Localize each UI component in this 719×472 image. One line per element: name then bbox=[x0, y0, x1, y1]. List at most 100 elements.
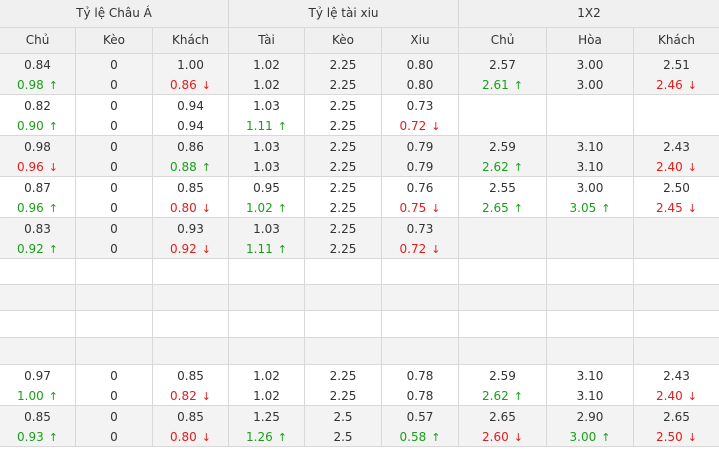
current-odds: 3.05 bbox=[547, 198, 633, 218]
opening-odds: 1.02 bbox=[253, 369, 280, 383]
odds-cell-asian-handicap bbox=[76, 338, 153, 365]
odds-cell-asian-away: 0.93 0.92 bbox=[153, 218, 229, 259]
current-odds: 2.25 bbox=[305, 116, 381, 136]
odds-cell-asian-home bbox=[0, 285, 76, 311]
odds-cell-ou-over bbox=[229, 311, 305, 338]
opening-odds: 1.03 bbox=[253, 99, 280, 113]
odds-cell-1x2-away bbox=[634, 259, 719, 285]
current-odds: 2.62 bbox=[459, 157, 546, 177]
arrow-down-icon bbox=[202, 76, 211, 96]
odds-cell-asian-away: 1.00 0.86 bbox=[153, 54, 229, 95]
arrow-down-icon bbox=[688, 428, 697, 448]
column-header-ou-under: Xiu bbox=[382, 28, 459, 54]
current-odds-value: 0 bbox=[110, 389, 118, 403]
odds-cell-1x2-away bbox=[634, 285, 719, 311]
column-header-1x2-home: Chủ bbox=[459, 28, 547, 54]
current-odds-value: 0.79 bbox=[406, 160, 434, 174]
odds-cell-1x2-away: 2.43 2.40 bbox=[634, 365, 719, 406]
odds-cell-1x2-away: 2.50 2.45 bbox=[634, 177, 719, 218]
current-odds: 2.40 bbox=[634, 386, 719, 406]
odds-cell-ou-over: 1.03 1.03 bbox=[229, 136, 305, 177]
current-odds-value: 2.62 bbox=[482, 389, 509, 403]
current-odds: 2.46 bbox=[634, 75, 719, 95]
column-header-1x2-away: Khách bbox=[634, 28, 719, 54]
opening-odds: 0.98 bbox=[24, 140, 51, 154]
current-odds: 2.25 bbox=[305, 157, 381, 177]
opening-odds: 0 bbox=[110, 181, 118, 195]
table-row: 0.980.96000.860.881.031.032.252.250.790.… bbox=[0, 136, 719, 177]
odds-cell-1x2-away bbox=[634, 218, 719, 259]
odds-cell-asian-away: 0.86 0.88 bbox=[153, 136, 229, 177]
empty-row bbox=[0, 285, 719, 311]
opening-odds: 0.87 bbox=[24, 181, 51, 195]
odds-cell-1x2-away: 2.43 2.40 bbox=[634, 136, 719, 177]
table-row: 0.820.90000.940.941.031.112.252.250.730.… bbox=[0, 95, 719, 136]
odds-cell-asian-away bbox=[153, 259, 229, 285]
current-odds: 2.45 bbox=[634, 198, 719, 218]
current-odds: 2.40 bbox=[634, 157, 719, 177]
opening-odds: 0.93 bbox=[177, 222, 204, 236]
arrow-down-icon bbox=[202, 428, 211, 448]
current-odds-value: 0.75 bbox=[399, 201, 427, 215]
current-odds: 0.90 bbox=[0, 116, 75, 136]
opening-odds: 3.00 bbox=[576, 181, 604, 195]
current-odds-value: 2.62 bbox=[482, 160, 509, 174]
opening-odds: 0.95 bbox=[253, 181, 280, 195]
opening-odds: 0.85 bbox=[177, 181, 204, 195]
current-odds: 3.10 bbox=[547, 386, 633, 406]
current-odds-value: 2.25 bbox=[329, 119, 357, 133]
odds-cell-1x2-draw bbox=[547, 311, 634, 338]
arrow-down-icon bbox=[514, 428, 523, 448]
arrow-down-icon bbox=[431, 240, 440, 260]
odds-cell-ou-under: 0.78 0.78 bbox=[382, 365, 459, 406]
odds-cell-1x2-home bbox=[459, 218, 547, 259]
current-odds: 0.92 bbox=[0, 239, 75, 259]
opening-odds: 1.00 bbox=[177, 58, 204, 72]
current-odds: 2.62 bbox=[459, 386, 546, 406]
column-header-ou-over: Tài bbox=[229, 28, 305, 54]
current-odds-value: 0 bbox=[110, 119, 118, 133]
opening-odds: 0.78 bbox=[406, 369, 434, 383]
odds-cell-1x2-draw bbox=[547, 95, 634, 136]
odds-cell-1x2-away bbox=[634, 95, 719, 136]
current-odds: 2.25 bbox=[305, 75, 381, 95]
opening-odds: 2.59 bbox=[489, 369, 516, 383]
odds-cell-1x2-draw bbox=[547, 338, 634, 365]
current-odds: 0.88 bbox=[153, 157, 228, 177]
opening-odds: 0.82 bbox=[24, 99, 51, 113]
current-odds: 0 bbox=[76, 75, 152, 95]
odds-cell-1x2-away bbox=[634, 311, 719, 338]
opening-odds: 2.43 bbox=[663, 140, 690, 154]
odds-cell-asian-home: 0.85 0.93 bbox=[0, 406, 76, 447]
opening-odds: 2.65 bbox=[489, 410, 516, 424]
arrow-up-icon bbox=[49, 428, 58, 448]
column-header-asian-handicap: Kèo bbox=[76, 28, 153, 54]
current-odds-value: 2.45 bbox=[656, 201, 683, 215]
current-odds: 0.82 bbox=[153, 386, 228, 406]
current-odds-value: 2.40 bbox=[656, 160, 683, 174]
odds-cell-1x2-draw bbox=[547, 259, 634, 285]
odds-cell-1x2-draw: 3.00 3.05 bbox=[547, 177, 634, 218]
current-odds-value: 3.10 bbox=[576, 389, 604, 403]
odds-cell-asian-home bbox=[0, 338, 76, 365]
odds-cell-asian-handicap bbox=[76, 311, 153, 338]
current-odds: 0.79 bbox=[382, 157, 458, 177]
opening-odds: 0 bbox=[110, 58, 118, 72]
odds-cell-asian-away bbox=[153, 338, 229, 365]
current-odds-value: 0.96 bbox=[17, 160, 44, 174]
odds-cell-ou-under bbox=[382, 285, 459, 311]
opening-odds: 0.79 bbox=[406, 140, 434, 154]
current-odds: 2.50 bbox=[634, 427, 719, 447]
opening-odds: 2.25 bbox=[329, 369, 357, 383]
opening-odds: 2.65 bbox=[663, 410, 690, 424]
current-odds: 1.00 bbox=[0, 386, 75, 406]
column-header-asian-home: Chủ bbox=[0, 28, 76, 54]
odds-cell-ou-over bbox=[229, 259, 305, 285]
current-odds: 0 bbox=[76, 198, 152, 218]
odds-cell-1x2-away bbox=[634, 338, 719, 365]
current-odds-value: 0.82 bbox=[170, 389, 197, 403]
column-header-ou-line: Kèo bbox=[305, 28, 382, 54]
